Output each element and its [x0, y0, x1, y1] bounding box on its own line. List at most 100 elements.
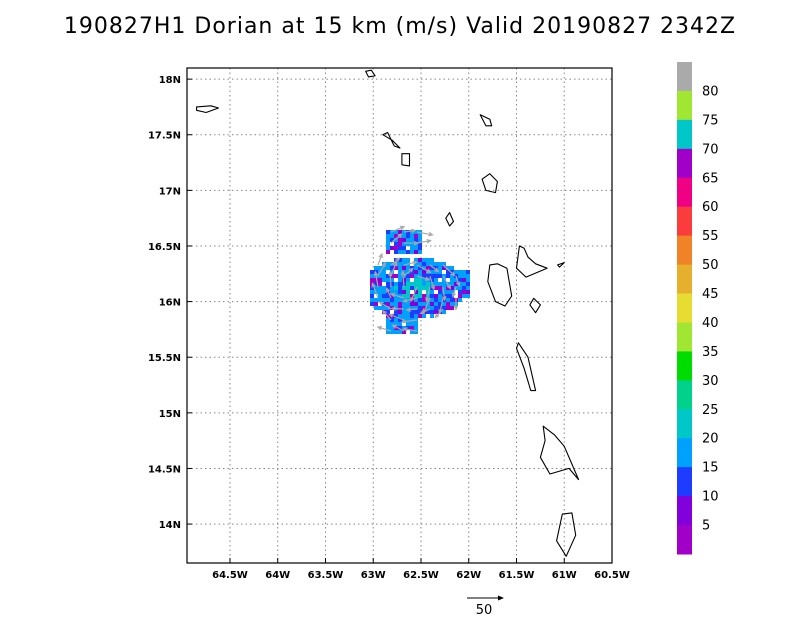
wind-cell [394, 302, 398, 306]
wind-cell [410, 266, 414, 270]
colorbar-label: 40 [702, 316, 719, 331]
wind-cell [398, 230, 402, 234]
wind-cell [398, 258, 402, 262]
y-tick-label: 17N [159, 186, 181, 197]
wind-cell [414, 322, 418, 326]
wind-cell [398, 290, 402, 294]
wind-cell [446, 266, 450, 270]
wind-cell [386, 278, 390, 282]
island-outline [445, 212, 455, 227]
wind-cell [398, 282, 402, 286]
wind-cell [410, 314, 414, 318]
wind-cell [386, 262, 390, 266]
wind-cell [402, 326, 406, 330]
wind-cell [442, 306, 446, 310]
wind-cell [426, 310, 430, 314]
wind-vector [386, 288, 392, 299]
wind-vector [377, 326, 392, 332]
wind-vector-head [455, 281, 461, 287]
wind-vector [377, 253, 383, 266]
wind-cell [406, 274, 410, 278]
wind-cell [450, 286, 454, 290]
wind-cell [466, 274, 470, 278]
y-tick-label: 14N [159, 520, 181, 531]
wind-cell [406, 282, 410, 286]
wind-cell [398, 238, 402, 242]
wind-cell [446, 294, 450, 298]
wind-cell [386, 246, 390, 250]
wind-cell [390, 330, 394, 334]
wind-cell [434, 270, 438, 274]
wind-cell [406, 302, 410, 306]
wind-cell [414, 266, 418, 270]
wind-cell [398, 250, 402, 254]
wind-vector [402, 271, 405, 288]
wind-cell [426, 262, 430, 266]
wind-cell [438, 262, 442, 266]
wind-cell [406, 286, 410, 290]
wind-vector-head [399, 225, 406, 231]
wind-cell [418, 234, 422, 238]
wind-cell [394, 322, 398, 326]
wind-cell [426, 266, 430, 270]
wind-cell [418, 238, 422, 242]
wind-cell [370, 274, 374, 278]
wind-cell [434, 302, 438, 306]
wind-cell [418, 282, 422, 286]
wind-cell [374, 302, 378, 306]
colorbar-swatch [677, 148, 692, 179]
wind-cell [382, 302, 386, 306]
reference-vector-label: 50 [476, 603, 493, 618]
wind-vector-head [442, 296, 447, 302]
wind-cell [398, 246, 402, 250]
wind-cell [398, 306, 402, 310]
wind-cell [434, 262, 438, 266]
wind-vector [442, 286, 446, 300]
wind-cell [390, 266, 394, 270]
wind-cell [434, 274, 438, 278]
wind-cell [386, 318, 390, 322]
wind-vector-head [391, 324, 397, 329]
wind-vector-head [402, 327, 408, 332]
wind-cell [426, 258, 430, 262]
wind-cell [406, 326, 410, 330]
wind-vector-head [430, 285, 435, 291]
wind-cell [438, 282, 442, 286]
wind-cell [402, 302, 406, 306]
wind-cell [370, 278, 374, 282]
island-outline [365, 69, 376, 78]
wind-cell [442, 302, 446, 306]
wind-cell [418, 310, 422, 314]
wind-cell [466, 290, 470, 294]
wind-cell [386, 330, 390, 334]
wind-cell [402, 234, 406, 238]
wind-vector-head [411, 228, 417, 234]
wind-cell [390, 234, 394, 238]
wind-cell [398, 262, 402, 266]
wind-cell [414, 314, 418, 318]
y-tick-label: 14.5N [148, 464, 181, 475]
wind-cell [422, 258, 426, 262]
wind-cell [398, 310, 402, 314]
wind-cell [414, 274, 418, 278]
wind-cell [466, 282, 470, 286]
wind-vector-head [451, 292, 457, 298]
wind-cell [402, 290, 406, 294]
wind-vector-head [386, 287, 391, 293]
wind-vector-head [388, 313, 394, 318]
wind-vector [390, 257, 400, 266]
wind-vector [374, 271, 379, 288]
island-outline [401, 153, 411, 167]
wind-cell [398, 314, 402, 318]
colorbar-swatch [677, 293, 692, 323]
wind-vector-head [390, 306, 396, 311]
wind-cell [394, 282, 398, 286]
wind-vector-head [425, 297, 430, 303]
wind-cell [386, 250, 390, 254]
wind-cell [398, 278, 402, 282]
x-tick-label: 64W [265, 570, 290, 581]
wind-cell [378, 306, 382, 310]
wind-cell [418, 278, 422, 282]
wind-cell [370, 298, 374, 302]
wind-cell [430, 270, 434, 274]
